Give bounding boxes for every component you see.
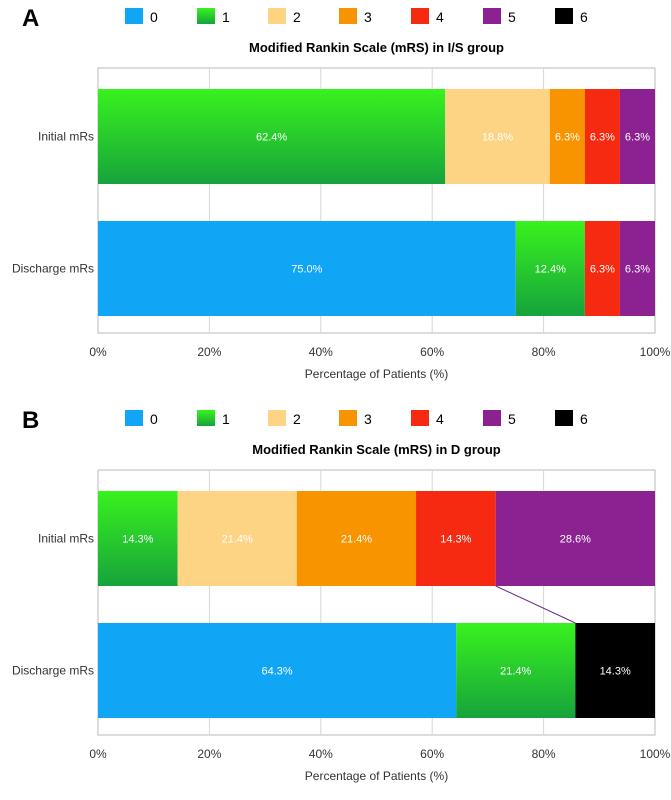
x-tick-label: 20% [197,345,221,359]
x-tick-label: 60% [420,345,444,359]
legend-label-5: 5 [508,9,516,25]
legend-label-1: 1 [222,9,230,25]
bar-segment-4 [584,221,620,316]
bar-segment-1 [456,623,576,718]
legend-swatch-5 [483,410,501,426]
legend-swatch-4 [411,410,429,426]
legend-swatch-3 [339,410,357,426]
legend-label-6: 6 [580,9,588,25]
bar-segment-1 [515,221,585,316]
bar-segment-4 [416,491,496,586]
bar-segment-3 [296,491,417,586]
legend-label-3: 3 [364,411,372,427]
chart-title: Modified Rankin Scale (mRS) in I/S group [249,40,504,55]
legend-swatch-4 [411,8,429,24]
legend-label-5: 5 [508,411,516,427]
legend-label-4: 4 [436,9,444,25]
data-label: 64.3% [261,666,292,678]
bar-segment-0 [98,623,457,718]
legend-label-3: 3 [364,9,372,25]
data-label: 18.8% [482,132,513,144]
bar-segment-6 [575,623,655,718]
x-tick-label: 40% [309,345,333,359]
bar-segment-1 [98,89,446,184]
category-label: Initial mRs [38,130,94,144]
x-tick-label: 0% [89,345,107,359]
x-tick-label: 100% [640,345,671,359]
data-label: 6.3% [590,132,615,144]
x-tick-label: 0% [89,747,107,761]
legend-label-2: 2 [293,411,301,427]
connector-line [495,585,576,624]
data-label: 21.4% [341,534,372,546]
x-tick-label: 20% [197,747,221,761]
chart-title: Modified Rankin Scale (mRS) in D group [252,442,501,457]
x-tick-label: 80% [532,345,556,359]
bar-segment-1 [98,491,178,586]
bar-segment-0 [98,221,516,316]
panel-label: B [22,407,39,434]
legend-label-0: 0 [150,9,158,25]
bar-segment-5 [495,491,655,586]
x-tick-label: 40% [309,747,333,761]
data-label: 28.6% [560,534,591,546]
data-label: 6.3% [625,132,650,144]
legend-swatch-2 [268,8,286,24]
legend-label-2: 2 [293,9,301,25]
legend-swatch-6 [555,410,573,426]
bar-segment-2 [445,89,550,184]
legend-swatch-5 [483,8,501,24]
category-label: Discharge mRs [12,664,94,678]
data-label: 62.4% [256,132,287,144]
legend-swatch-1 [197,8,215,24]
panel-label: A [22,5,39,32]
legend-swatch-0 [125,8,143,24]
legend-swatch-0 [125,410,143,426]
bar-segment-4 [584,89,620,184]
legend-label-6: 6 [580,411,588,427]
x-tick-label: 80% [532,747,556,761]
category-label: Initial mRs [38,532,94,546]
data-label: 12.4% [535,264,566,276]
data-label: 14.3% [600,666,631,678]
data-label: 14.3% [440,534,471,546]
bar-segment-5 [619,89,655,184]
legend-label-0: 0 [150,411,158,427]
legend-swatch-2 [268,410,286,426]
data-label: 75.0% [291,264,322,276]
bar-segment-2 [177,491,297,586]
x-tick-label: 100% [640,747,671,761]
x-tick-label: 60% [420,747,444,761]
legend-label-4: 4 [436,411,444,427]
category-label: Discharge mRs [12,262,94,276]
data-label: 14.3% [122,534,153,546]
data-label: 6.3% [590,264,615,276]
legend-swatch-1 [197,410,215,426]
legend-label-1: 1 [222,411,230,427]
panel-a: A 0 1 2 3 4 5 6 Modified Rankin Scale (mRS) in I… [12,5,671,381]
x-axis-label: Percentage of Patients (%) [305,367,448,381]
legend-swatch-3 [339,8,357,24]
legend-swatch-6 [555,8,573,24]
data-label: 21.4% [500,666,531,678]
panel-b: B 0 1 2 3 4 5 6 Modified Rankin Scale (mRS) in D… [12,407,671,783]
x-axis-label: Percentage of Patients (%) [305,769,448,783]
bar-segment-3 [549,89,585,184]
data-label: 21.4% [222,534,253,546]
data-label: 6.3% [625,264,650,276]
data-label: 6.3% [555,132,580,144]
bar-segment-5 [619,221,655,316]
